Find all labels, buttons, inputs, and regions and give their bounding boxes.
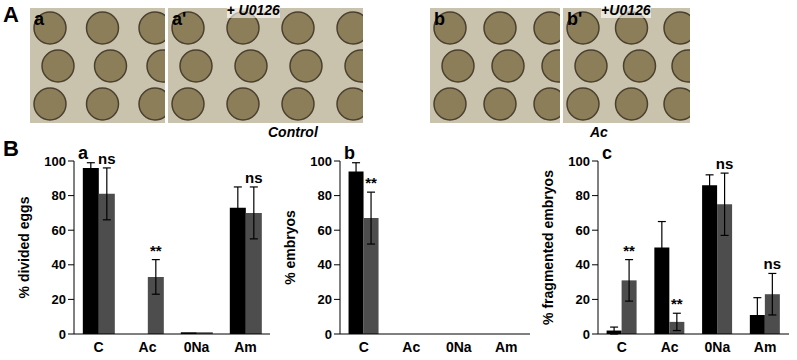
svg-text:100: 100 xyxy=(310,154,332,169)
svg-text:40: 40 xyxy=(52,257,66,272)
svg-text:0Na: 0Na xyxy=(705,339,731,355)
svg-text:60: 60 xyxy=(52,223,66,238)
svg-text:Am: Am xyxy=(754,339,777,355)
svg-text:ns: ns xyxy=(245,169,263,186)
html-text:a: a xyxy=(34,9,44,29)
svg-text:80: 80 xyxy=(576,188,590,203)
svg-text:20: 20 xyxy=(52,292,66,307)
html-text:a: a xyxy=(78,143,88,163)
html-text:c: c xyxy=(602,143,612,163)
svg-text:% fragmented embryos: % fragmented embryos xyxy=(540,170,556,325)
svg-text:C: C xyxy=(93,339,103,355)
html-text:Ac: Ac xyxy=(590,124,608,140)
svg-text:60: 60 xyxy=(318,223,332,238)
html-text:A: A xyxy=(3,2,19,27)
svg-text:**: ** xyxy=(671,295,683,312)
svg-text:Am: Am xyxy=(495,339,518,355)
svg-text:100: 100 xyxy=(568,154,590,169)
svg-text:100: 100 xyxy=(44,154,66,169)
svg-text:C: C xyxy=(617,339,627,355)
svg-text:Ac: Ac xyxy=(402,339,420,355)
svg-text:**: ** xyxy=(150,242,162,259)
svg-text:% embryos: % embryos xyxy=(282,210,298,285)
svg-text:0Na: 0Na xyxy=(446,339,472,355)
svg-text:% divided eggs: % divided eggs xyxy=(16,196,32,298)
svg-text:**: ** xyxy=(365,174,377,191)
html-text:+ U0126: + U0126 xyxy=(226,2,280,18)
svg-text:ns: ns xyxy=(98,150,116,167)
svg-text:**: ** xyxy=(623,242,635,259)
svg-text:ns: ns xyxy=(764,255,782,272)
svg-text:ns: ns xyxy=(716,155,734,172)
html-text:a': a' xyxy=(172,9,187,29)
html-text:+U0126: +U0126 xyxy=(601,2,651,18)
svg-text:60: 60 xyxy=(576,223,590,238)
svg-text:C: C xyxy=(359,339,369,355)
html-text:B: B xyxy=(3,136,19,161)
svg-text:20: 20 xyxy=(318,292,332,307)
svg-text:0: 0 xyxy=(59,327,66,342)
svg-text:80: 80 xyxy=(318,188,332,203)
svg-text:Ac: Ac xyxy=(661,339,679,355)
svg-text:20: 20 xyxy=(576,292,590,307)
svg-text:Am: Am xyxy=(234,339,257,355)
svg-text:0: 0 xyxy=(325,327,332,342)
html-text:b: b xyxy=(434,9,445,29)
svg-text:40: 40 xyxy=(576,257,590,272)
html-text:b: b xyxy=(344,143,355,163)
svg-text:0: 0 xyxy=(583,327,590,342)
svg-text:80: 80 xyxy=(52,188,66,203)
html-text:Control: Control xyxy=(268,124,318,140)
svg-text:40: 40 xyxy=(318,257,332,272)
svg-text:Ac: Ac xyxy=(139,339,157,355)
svg-text:0Na: 0Na xyxy=(184,339,210,355)
html-text:b': b' xyxy=(567,9,583,29)
